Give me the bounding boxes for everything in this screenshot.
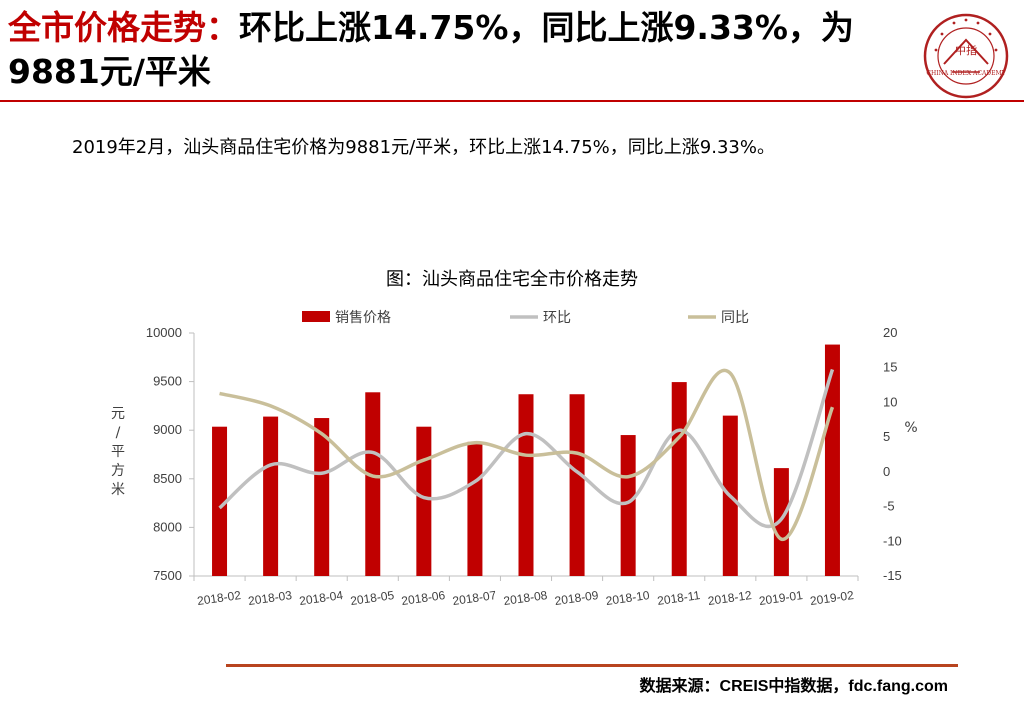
right-axis-label: % <box>904 420 917 436</box>
x-tick-label: 2018-06 <box>401 588 447 608</box>
mom-line <box>218 368 835 528</box>
summary-text: 2019年2月，汕头商品住宅价格为9881元/平米，环比上涨14.75%，同比上… <box>72 137 775 158</box>
yoy-line <box>219 368 835 541</box>
x-tick-label: 2018-05 <box>349 588 395 608</box>
title-divider <box>0 100 1024 102</box>
x-tick-label: 2018-10 <box>605 588 651 608</box>
left-axis-label-char: 米 <box>111 482 125 498</box>
x-tick-label: 2018-09 <box>554 588 600 608</box>
legend-yoy-label: 同比 <box>721 310 749 326</box>
bar-series <box>212 344 840 576</box>
x-tick-label: 2018-03 <box>247 588 293 608</box>
price-bar <box>416 426 432 576</box>
price-bar <box>569 394 585 576</box>
left-tick-label: 10000 <box>146 325 182 340</box>
left-axis-label-char: / <box>116 425 121 441</box>
chart-legend: 销售价格 环比 同比 <box>302 310 749 326</box>
x-tick-label: 2018-11 <box>656 588 701 608</box>
right-tick-label: -5 <box>883 499 895 514</box>
legend-mom-label: 环比 <box>543 310 571 326</box>
headline-body: 环比上涨14.75%，同比上涨9.33%，为9881元/平米 <box>8 8 854 91</box>
legend-price-label: 销售价格 <box>335 310 391 326</box>
x-tick-label: 2018-02 <box>196 588 242 608</box>
price-bar <box>212 426 228 576</box>
x-tick-label: 2018-12 <box>707 588 753 608</box>
footer-divider <box>226 664 958 667</box>
x-tick-label: 2018-04 <box>298 588 344 608</box>
price-bar <box>314 418 330 576</box>
price-bar <box>263 416 279 576</box>
right-tick-label: 20 <box>883 325 897 340</box>
legend-price-swatch <box>302 311 330 322</box>
headline: 全市价格走势：环比上涨14.75%，同比上涨9.33%，为9881元/平米 <box>8 6 888 94</box>
left-axis-label-char: 平 <box>111 444 125 460</box>
right-tick-label: -15 <box>883 568 902 583</box>
left-axis-label-char: 方 <box>111 463 125 479</box>
headline-emphasis: 全市价格走势： <box>8 8 239 47</box>
right-tick-label: 15 <box>883 360 897 375</box>
right-tick-label: 10 <box>883 394 897 409</box>
x-tick-label: 2019-01 <box>758 588 804 608</box>
left-tick-label: 8000 <box>153 519 182 534</box>
left-tick-label: 9500 <box>153 374 182 389</box>
chart-title: 图：汕头商品住宅全市价格走势 <box>386 269 638 290</box>
left-tick-label: 7500 <box>153 568 182 583</box>
chart-axes: 7500 8000 8500 9000 9500 10000 -15 -10 -5 0 5 10 15 2… <box>111 325 918 583</box>
x-axis-labels: 2018-02 2018-03 2018-04 2018-05 2018-06 2018-… <box>196 588 855 608</box>
x-tick-label: 2019-02 <box>809 588 855 608</box>
price-bar <box>620 435 636 576</box>
price-trend-chart: 销售价格 环比 同比 7500 8000 8500 9000 9500 10000 -15 -10… <box>111 310 918 608</box>
price-bar <box>467 441 483 576</box>
academy-logo-icon <box>923 13 1009 99</box>
price-bar <box>824 344 840 576</box>
price-bar <box>518 394 534 576</box>
left-axis-label-char: 元 <box>111 406 125 422</box>
right-tick-label: 0 <box>883 464 890 479</box>
right-tick-label: 5 <box>883 429 890 444</box>
x-tick-label: 2018-08 <box>503 588 549 608</box>
price-bar <box>365 392 381 576</box>
left-tick-label: 8500 <box>153 471 182 486</box>
line-series <box>218 368 835 541</box>
logo-center-text: 中指 <box>955 44 977 57</box>
price-bar <box>773 468 789 576</box>
price-bar <box>671 382 687 576</box>
left-tick-label: 9000 <box>153 422 182 437</box>
data-source: 数据来源：CREIS中指数据，fdc.fang.com <box>639 678 948 695</box>
right-tick-label: -10 <box>883 533 902 548</box>
logo-caption: CHINA INDEX ACADEMY <box>926 70 1006 77</box>
x-tick-label: 2018-07 <box>452 588 498 608</box>
